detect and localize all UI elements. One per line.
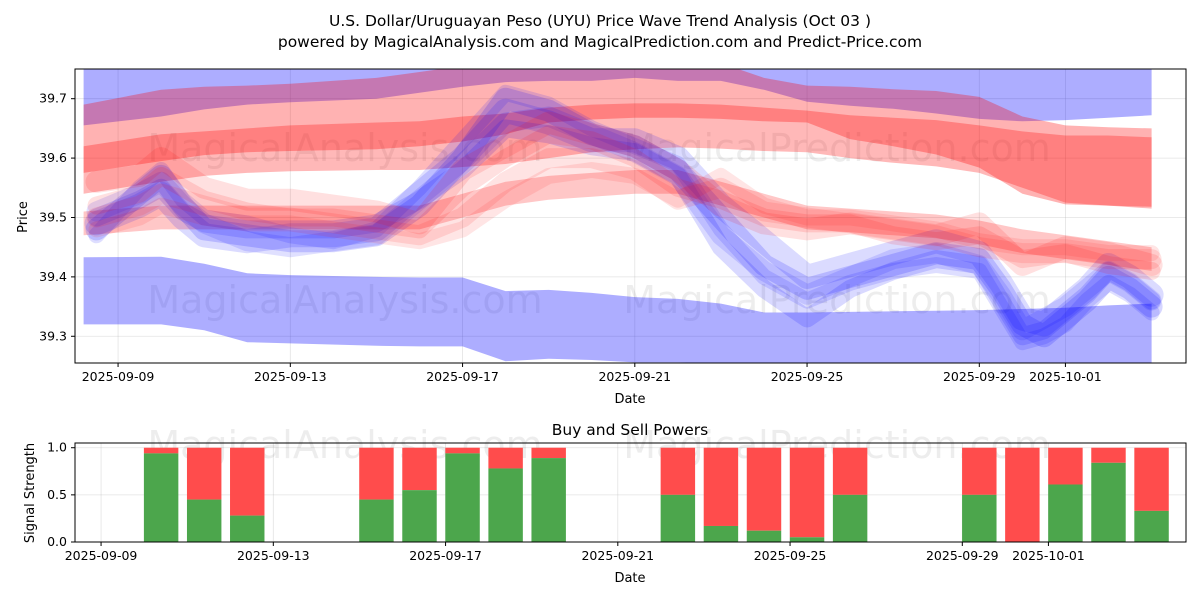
trend-band (83, 69, 1152, 207)
buy-power-bar (962, 494, 997, 542)
signal-axes-frame (74, 442, 1187, 543)
price-y-ticks: 39.3 39.4 39.5 39.6 39.7 (39, 91, 75, 343)
price-y-tick-label: 39.5 (39, 209, 67, 224)
wave-line (84, 98, 1164, 337)
price-x-tick-label: 2025-09-13 (254, 369, 327, 384)
wave-line (86, 106, 1162, 341)
sell-power-bar (789, 447, 825, 538)
price-x-tick-label: 2025-10-01 (1029, 369, 1102, 384)
buy-power-bar (230, 515, 265, 542)
sell-power-bar (402, 447, 437, 491)
buy-power-bar (402, 490, 437, 542)
buy-power-bar (1048, 484, 1083, 542)
sell-power-bar (143, 447, 179, 454)
price-y-tick-label: 39.7 (39, 91, 67, 106)
signal-x-tick-label: 2025-09-21 (581, 548, 654, 563)
wave-line (88, 84, 1160, 351)
sell-power-bar (660, 447, 696, 495)
price-axes-frame (74, 68, 1187, 364)
price-watermarks: MagicalAnalysis.com MagicalPrediction.co… (147, 126, 1050, 322)
sell-power-bar (746, 447, 782, 531)
sell-power-bar (832, 447, 868, 495)
sell-power-bar (230, 447, 265, 516)
price-y-tick-label: 39.6 (39, 150, 67, 165)
buy-power-bar (746, 530, 782, 542)
sell-power-bar (359, 447, 394, 500)
price-grid (75, 69, 1186, 363)
signal-x-axis-label: Date (614, 571, 645, 586)
watermark: MagicalAnalysis.com (147, 278, 542, 322)
signal-x-tick-label: 2025-09-29 (926, 548, 999, 563)
price-y-axis-label: Price (16, 201, 31, 233)
chart-title-line2: powered by MagicalAnalysis.com and Magic… (278, 33, 922, 51)
price-x-tick-label: 2025-09-29 (943, 369, 1016, 384)
signal-x-tick-label: 2025-09-09 (65, 548, 138, 563)
buy-power-bar (186, 499, 222, 542)
sell-power-bar (962, 447, 997, 495)
wave-line (85, 111, 1163, 276)
sell-power-bar (186, 447, 222, 500)
buy-power-bar (359, 499, 394, 542)
watermark: MagicalPrediction.com (623, 278, 1051, 322)
sell-power-bar (1005, 447, 1040, 542)
trend-band (83, 103, 1152, 209)
price-plot: MagicalAnalysis.com MagicalPrediction.co… (16, 68, 1187, 407)
wave-line (88, 162, 1160, 262)
wave-line (85, 87, 1163, 348)
signal-x-tick-label: 2025-09-25 (754, 548, 827, 563)
signal-x-tick-label: 2025-10-01 (1012, 548, 1085, 563)
signal-y-axis-label: Signal Strength (23, 443, 38, 543)
watermark: MagicalAnalysis.com (147, 126, 542, 170)
buy-power-bar (832, 494, 868, 542)
price-y-tick-label: 39.3 (39, 328, 67, 343)
sell-power-bar (1091, 447, 1126, 463)
signal-bars (143, 447, 1169, 542)
signal-x-tick-label: 2025-09-17 (409, 548, 482, 563)
sell-power-bar (703, 447, 739, 526)
signal-x-ticks: 2025-09-09 2025-09-13 2025-09-17 2025-09-21… (65, 542, 1085, 563)
price-x-tick-label: 2025-09-17 (426, 369, 499, 384)
signal-y-ticks: 0.0 0.5 1.0 (47, 440, 75, 549)
buy-power-bar (1134, 510, 1169, 542)
signal-plot: Buy and Sell Powers MagicalAnalysis.com … (23, 421, 1187, 586)
wave-line (86, 148, 1162, 270)
sell-power-bar (1134, 447, 1169, 511)
price-x-axis-label: Date (614, 392, 645, 407)
buy-power-bar (488, 468, 523, 542)
signal-chart-title: Buy and Sell Powers (552, 421, 709, 439)
price-series (83, 69, 1164, 363)
trend-band (83, 170, 1152, 271)
signal-y-tick-label: 0.5 (47, 487, 67, 502)
signal-y-tick-label: 0.0 (47, 534, 67, 549)
sell-power-bar (1048, 447, 1083, 485)
wave-line (87, 125, 1161, 280)
wave-line (87, 119, 1161, 346)
chart-title-line1: U.S. Dollar/Uruguayan Peso (UYU) Price W… (329, 12, 871, 30)
signal-x-tick-label: 2025-09-13 (237, 548, 310, 563)
buy-power-bar (143, 453, 179, 542)
buy-power-bar (531, 458, 566, 542)
price-x-tick-label: 2025-09-25 (771, 369, 844, 384)
trend-band (83, 256, 1152, 363)
buy-power-bar (703, 525, 739, 542)
buy-power-bar (789, 537, 825, 542)
buy-power-bar (445, 453, 480, 542)
buy-power-bar (660, 494, 696, 542)
price-x-tick-label: 2025-09-09 (82, 369, 155, 384)
signal-y-tick-label: 1.0 (47, 440, 67, 455)
watermark: MagicalPrediction.com (623, 126, 1051, 170)
sell-power-bar (445, 447, 480, 454)
trend-band (83, 69, 1152, 126)
price-x-tick-label: 2025-09-21 (598, 369, 671, 384)
buy-power-bar (1091, 462, 1126, 542)
sell-power-bar (531, 447, 566, 459)
price-y-tick-label: 39.4 (39, 269, 67, 284)
sell-power-bar (488, 447, 523, 469)
price-x-ticks: 2025-09-09 2025-09-13 2025-09-17 2025-09-21… (82, 363, 1102, 384)
